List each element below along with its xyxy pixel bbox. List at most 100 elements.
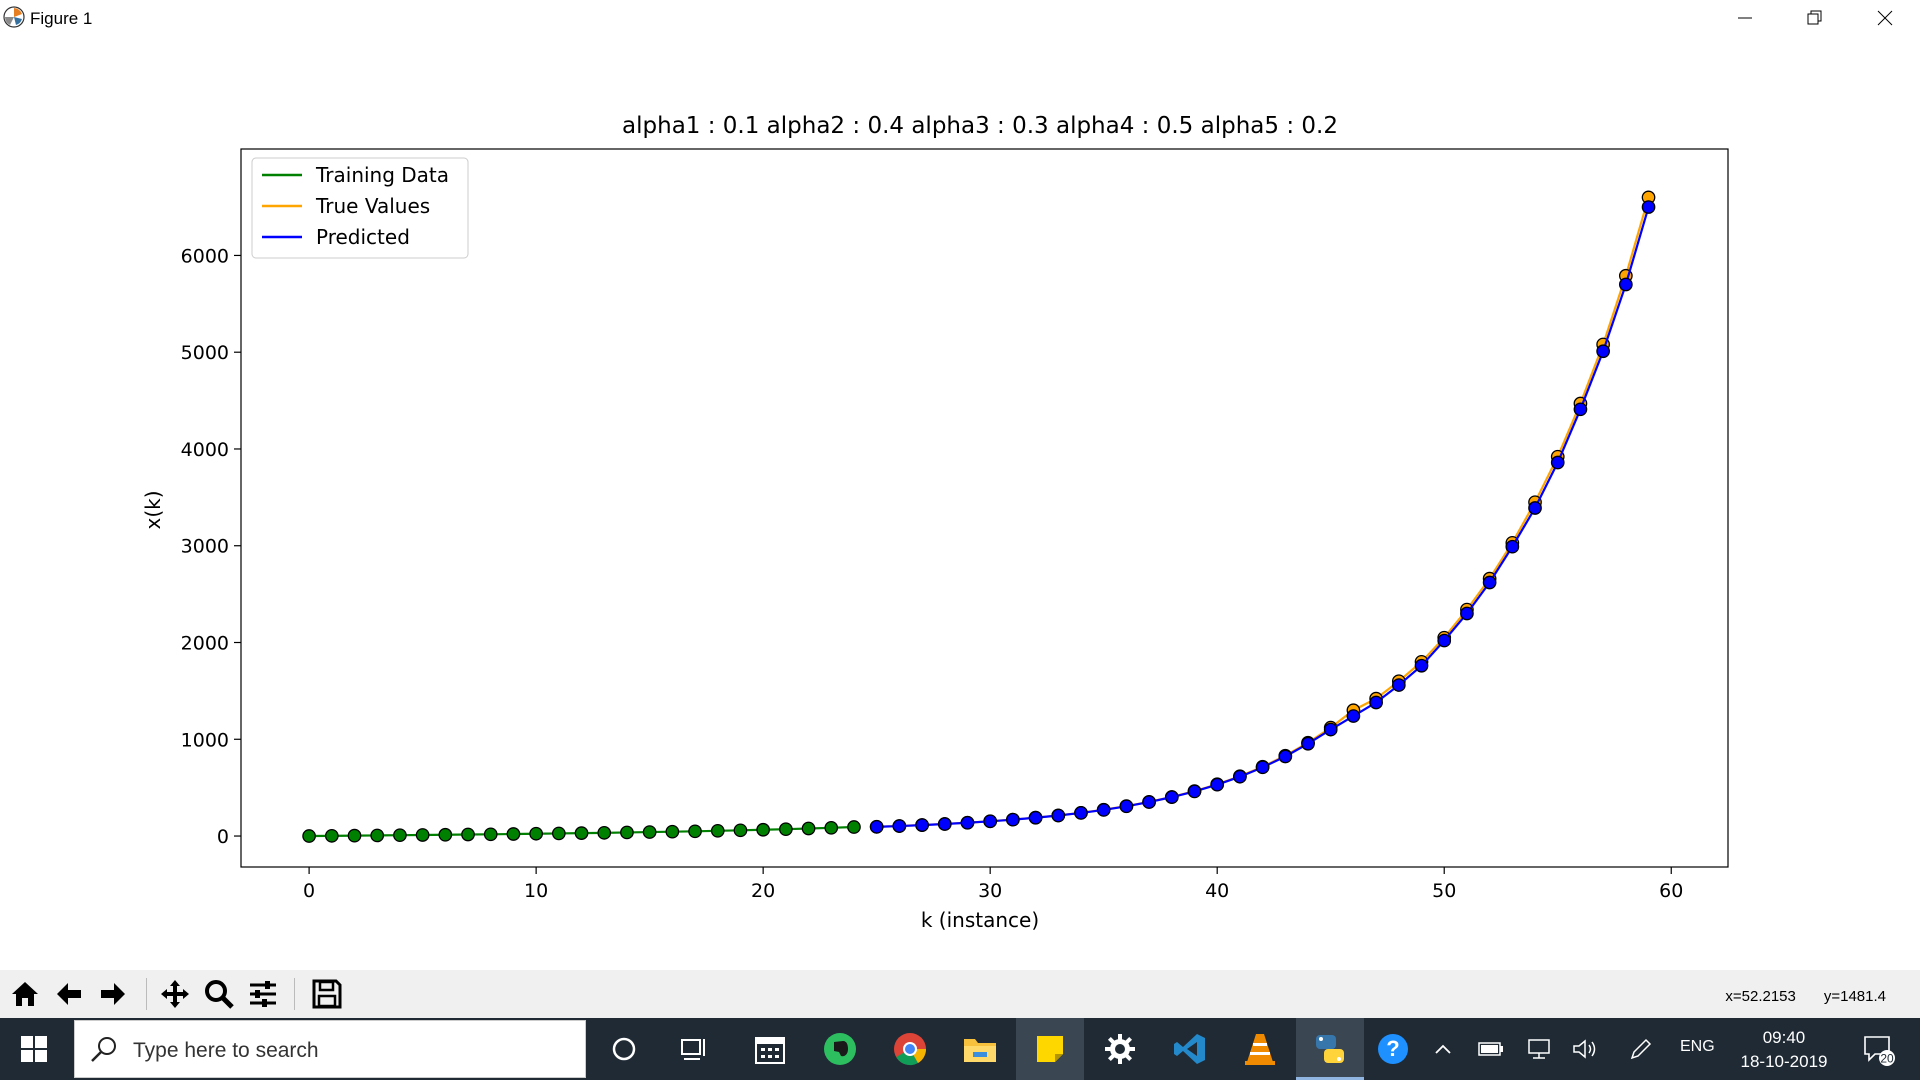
data-point-training-data bbox=[506, 827, 521, 841]
toolbar-separator bbox=[294, 978, 295, 1010]
zoom-button[interactable] bbox=[200, 976, 238, 1012]
language-indicator[interactable]: ENG bbox=[1680, 1038, 1715, 1055]
data-point-predicted bbox=[1391, 678, 1406, 692]
close-icon bbox=[1877, 10, 1893, 26]
data-point-training-data bbox=[642, 825, 657, 839]
data-point-predicted bbox=[1142, 795, 1156, 809]
zoom-icon bbox=[205, 980, 234, 1009]
gear-icon bbox=[1105, 1034, 1135, 1064]
taskbar-search-box[interactable]: Type here to search bbox=[74, 1020, 586, 1078]
data-point-predicted bbox=[1641, 200, 1656, 214]
data-point-predicted bbox=[892, 819, 907, 833]
restore-icon bbox=[1807, 10, 1822, 25]
data-point-training-data bbox=[597, 825, 612, 840]
configure-subplots-button[interactable] bbox=[244, 976, 282, 1012]
taskbar-clock[interactable]: 09:40 18-10-2019 bbox=[1724, 1026, 1844, 1074]
home-button[interactable] bbox=[6, 976, 44, 1012]
data-point-predicted bbox=[1414, 658, 1429, 673]
legend-box bbox=[251, 157, 469, 259]
minimize-icon bbox=[1738, 17, 1752, 19]
task-view-button[interactable] bbox=[660, 1018, 728, 1080]
taskbar-settings-app[interactable] bbox=[1086, 1018, 1154, 1080]
y-tick-label: 5000 bbox=[181, 342, 229, 364]
x-tick-label: 60 bbox=[1659, 880, 1683, 902]
back-button[interactable] bbox=[50, 976, 88, 1012]
navigation-toolbar: x=52.2153 y=1481.4 bbox=[0, 970, 1920, 1018]
data-point-training-data bbox=[847, 820, 861, 834]
taskbar-calendar-app[interactable] bbox=[736, 1018, 804, 1080]
data-point-predicted bbox=[1573, 402, 1588, 417]
taskbar-file-explorer-app[interactable] bbox=[946, 1018, 1014, 1080]
y-axis-label: x(k) bbox=[141, 490, 165, 529]
y-tick-label: 3000 bbox=[181, 536, 229, 558]
close-button[interactable] bbox=[1850, 0, 1920, 36]
pen-tray-button[interactable] bbox=[1624, 1018, 1658, 1080]
taskbar-help-app[interactable]: ? bbox=[1360, 1018, 1426, 1080]
y-tick-label: 4000 bbox=[181, 439, 229, 461]
data-point-predicted bbox=[1596, 344, 1610, 359]
data-point-training-data bbox=[483, 827, 498, 842]
battery-tray-button[interactable] bbox=[1474, 1018, 1508, 1080]
data-point-predicted bbox=[1255, 760, 1270, 775]
data-point-predicted bbox=[1164, 790, 1179, 804]
forward-button[interactable] bbox=[94, 976, 132, 1012]
network-tray-button[interactable] bbox=[1522, 1018, 1556, 1080]
y-tick-label: 1000 bbox=[181, 729, 229, 751]
network-icon bbox=[1528, 1039, 1550, 1059]
legend: Training Data True Values Predicted bbox=[251, 157, 469, 259]
clock-time: 09:40 bbox=[1762, 1028, 1806, 1047]
x-tick-label: 40 bbox=[1205, 880, 1229, 902]
taskbar: Type here to search ? bbox=[0, 1018, 1920, 1080]
start-button[interactable] bbox=[2, 1018, 66, 1080]
taskbar-sticky-notes-app[interactable] bbox=[1016, 1018, 1084, 1080]
window-title: Figure 1 bbox=[30, 9, 93, 28]
pan-button[interactable] bbox=[156, 976, 194, 1012]
data-point-predicted bbox=[1006, 812, 1020, 827]
data-point-training-data bbox=[347, 828, 362, 843]
data-point-training-data bbox=[574, 826, 589, 840]
cortana-icon bbox=[612, 1037, 636, 1061]
data-point-training-data bbox=[688, 824, 702, 839]
data-point-predicted bbox=[1028, 810, 1043, 825]
data-point-predicted bbox=[1051, 808, 1066, 823]
data-point-training-data bbox=[779, 822, 793, 837]
matplotlib-logo-icon bbox=[3, 6, 25, 28]
taskbar-vlc-app[interactable] bbox=[1226, 1018, 1294, 1080]
cortana-button[interactable] bbox=[590, 1018, 658, 1080]
data-point-predicted bbox=[1346, 709, 1361, 723]
data-point-predicted bbox=[960, 815, 975, 830]
data-point-predicted bbox=[915, 818, 929, 832]
data-point-predicted bbox=[1460, 606, 1474, 621]
data-point-training-data bbox=[438, 827, 453, 842]
search-icon bbox=[91, 1037, 116, 1062]
windows-logo-icon bbox=[21, 1036, 47, 1062]
data-point-training-data bbox=[756, 822, 771, 837]
save-button[interactable] bbox=[308, 976, 346, 1012]
volume-tray-button[interactable] bbox=[1568, 1018, 1602, 1080]
data-point-predicted bbox=[937, 817, 952, 831]
x-tick-label: 20 bbox=[751, 880, 775, 902]
taskbar-python-app[interactable] bbox=[1296, 1018, 1364, 1080]
search-placeholder: Type here to search bbox=[133, 1039, 319, 1062]
show-hidden-icons-button[interactable] bbox=[1428, 1018, 1458, 1080]
y-tick-label: 6000 bbox=[181, 245, 229, 267]
data-point-training-data bbox=[393, 828, 407, 843]
taskbar-evernote-app[interactable] bbox=[806, 1018, 874, 1080]
plot-frame bbox=[240, 148, 1729, 868]
data-point-training-data bbox=[415, 828, 430, 842]
data-point-predicted bbox=[1618, 277, 1633, 292]
taskbar-chrome-app[interactable] bbox=[876, 1018, 944, 1080]
taskbar-vscode-app[interactable] bbox=[1156, 1018, 1224, 1080]
minimize-button[interactable] bbox=[1710, 0, 1780, 36]
action-center-button[interactable]: 20 bbox=[1854, 1018, 1904, 1080]
notification-count: 20 bbox=[1880, 1052, 1894, 1066]
series-layer bbox=[302, 190, 1656, 843]
figure-canvas[interactable]: alpha1 : 0.1 alpha2 : 0.4 alpha3 : 0.3 a… bbox=[0, 36, 1920, 970]
data-point-predicted bbox=[1233, 769, 1247, 784]
data-point-training-data bbox=[551, 826, 566, 841]
x-tick-label: 10 bbox=[524, 880, 548, 902]
window-titlebar: Figure 1 bbox=[0, 0, 1920, 37]
restore-button[interactable] bbox=[1780, 0, 1850, 36]
data-point-predicted bbox=[1528, 501, 1542, 515]
data-point-training-data bbox=[801, 821, 816, 836]
